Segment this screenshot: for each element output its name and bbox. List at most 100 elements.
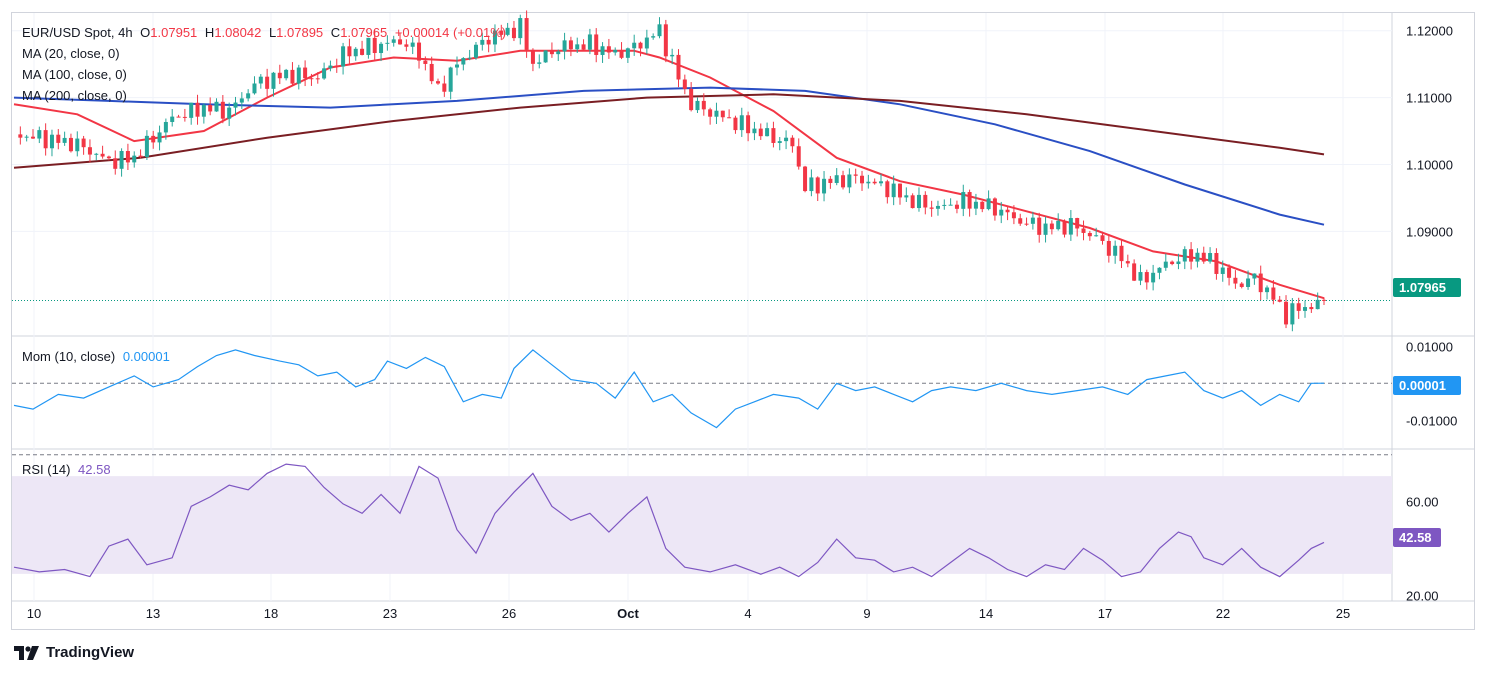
x-tick-label: 25 — [1336, 606, 1350, 621]
candle-body — [537, 62, 542, 64]
high-label: H — [204, 25, 215, 40]
candle-body — [986, 198, 991, 210]
candle-body — [271, 72, 276, 89]
candle-body — [613, 49, 618, 53]
candle-body — [18, 134, 23, 138]
ma200-label[interactable]: MA (200, close, 0) — [22, 88, 127, 103]
candle-body — [1037, 217, 1042, 235]
candle-body — [227, 107, 232, 119]
mom-label[interactable]: Mom (10, close) — [22, 349, 116, 364]
moving-averages — [13, 49, 1325, 300]
candle-body — [632, 42, 637, 49]
candle-body — [81, 138, 86, 148]
mom-tick-label: 0.01000 — [1406, 339, 1453, 354]
candle-body — [872, 181, 877, 184]
candle-body — [954, 204, 959, 209]
candle-body — [663, 24, 668, 57]
candle-body — [157, 132, 162, 143]
candle-body — [1024, 223, 1029, 225]
candle-body — [999, 209, 1004, 216]
candle-body — [1176, 261, 1181, 265]
x-tick-label: 17 — [1098, 606, 1112, 621]
candle-body — [328, 65, 333, 69]
candle-body — [1208, 253, 1213, 262]
x-tick-label: 14 — [979, 606, 993, 621]
candle-body — [790, 137, 795, 147]
close-value: 1.07965 — [340, 25, 388, 40]
candle-body — [1151, 272, 1156, 283]
candle-body — [853, 174, 858, 176]
candle-body — [828, 178, 833, 183]
candle-body — [1227, 267, 1232, 278]
candle-body — [68, 137, 73, 152]
candle-body — [1043, 223, 1048, 235]
candle-body — [1163, 261, 1168, 268]
candle-body — [1068, 218, 1073, 235]
ohlc-row: EUR/USD Spot, 4h O1.07951 H1.08042 L1.07… — [22, 22, 510, 43]
candle-body — [524, 18, 529, 50]
candle-body — [733, 117, 738, 131]
candle-body — [625, 48, 630, 58]
candle-body — [714, 110, 719, 117]
price-tick-label: 1.09000 — [1406, 224, 1453, 239]
candle-body — [708, 109, 713, 117]
candle-body — [600, 46, 605, 55]
candle-body — [1246, 278, 1251, 287]
candle-body — [1138, 272, 1143, 281]
candle-body — [163, 121, 168, 133]
candle-body — [891, 183, 896, 198]
candle-body — [1258, 273, 1263, 293]
candle-body — [942, 204, 947, 206]
candle-body — [417, 42, 422, 61]
candle-body — [866, 181, 871, 184]
candle-body — [473, 44, 478, 58]
mom-tick-label: -0.01000 — [1406, 413, 1457, 428]
candle-body — [822, 178, 827, 194]
candle-body — [543, 50, 548, 63]
candle-body — [366, 37, 371, 55]
candle-body — [113, 158, 118, 169]
tradingview-icon — [14, 645, 39, 660]
tradingview-logo[interactable]: TradingView — [14, 644, 134, 661]
symbol-label[interactable]: EUR/USD Spot, 4h — [22, 25, 133, 40]
candle-body — [1233, 277, 1238, 284]
candle-body — [277, 72, 282, 79]
candle-body — [594, 34, 599, 55]
candle-body — [549, 50, 554, 55]
ma100-label[interactable]: MA (100, close, 0) — [22, 67, 127, 82]
candle-body — [1018, 218, 1023, 224]
candle-body — [657, 24, 662, 37]
candle-body — [1144, 272, 1149, 283]
open-value: 1.07951 — [150, 25, 198, 40]
candle-body — [87, 147, 92, 155]
mom-line — [13, 349, 1325, 429]
candle-body — [1195, 252, 1200, 262]
rsi-tick-label: 60.00 — [1406, 495, 1439, 510]
rsi-label[interactable]: RSI (14) — [22, 462, 71, 477]
candle-body — [467, 57, 472, 59]
candle-body — [1157, 267, 1162, 273]
candle-body — [1081, 228, 1086, 233]
candle-body — [62, 137, 67, 143]
candle-body — [24, 136, 29, 138]
rsi-tick-label: 20.00 — [1406, 588, 1439, 603]
candle-body — [246, 93, 251, 99]
candle-body — [214, 101, 219, 112]
candle-body — [220, 101, 225, 119]
rsi-band-fill — [12, 476, 1392, 574]
candle-body — [1271, 287, 1276, 300]
candle-body — [992, 198, 997, 216]
candle-body — [309, 78, 314, 80]
candle-body — [239, 98, 244, 103]
ma20-line — [13, 49, 1325, 300]
candle-body — [739, 115, 744, 131]
x-tick-label: 9 — [863, 606, 870, 621]
candle-body — [454, 64, 459, 68]
last-price-badge: 1.07965 — [1393, 278, 1461, 297]
ma20-label[interactable]: MA (20, close, 0) — [22, 46, 120, 61]
candle-body — [492, 30, 497, 45]
candle-body — [486, 39, 491, 45]
candle-body — [233, 102, 238, 108]
candle-body — [499, 30, 504, 35]
